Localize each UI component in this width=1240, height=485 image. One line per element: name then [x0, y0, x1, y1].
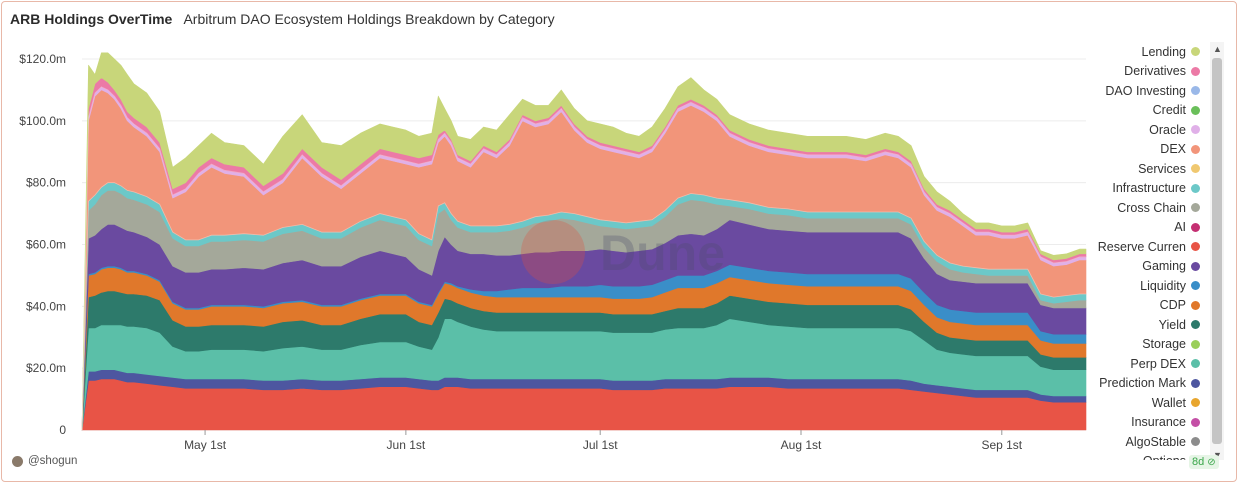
chart-title: ARB Holdings OverTime	[10, 11, 173, 27]
legend-label: DAO Investing	[1105, 83, 1186, 98]
legend-label: Insurance	[1131, 415, 1186, 430]
legend-label: Wallet	[1151, 395, 1186, 410]
legend-swatch	[1191, 105, 1200, 115]
y-tick-label: $120.0m	[19, 52, 66, 66]
legend-label: Gaming	[1142, 259, 1186, 274]
band-seam	[81, 86, 1086, 431]
legend-swatch	[1191, 222, 1200, 232]
author-name[interactable]: @shogun	[28, 455, 78, 467]
legend-label: AI	[1174, 220, 1186, 235]
legend-item-cdp[interactable]: CDP	[1160, 296, 1200, 316]
x-tick-label: Jun 1st	[387, 438, 426, 452]
legend: Lending Derivatives DAO Investing Credit Ora…	[1088, 42, 1200, 460]
legend-label: Yield	[1158, 317, 1186, 332]
legend-swatch	[1191, 203, 1200, 213]
legend-item-prediction-mark[interactable]: Prediction Mark	[1099, 374, 1200, 394]
chart-subtitle: Arbitrum DAO Ecosystem Holdings Breakdow…	[183, 11, 555, 27]
age-label: 8d	[1192, 456, 1205, 468]
legend-item-infrastructure[interactable]: Infrastructure	[1112, 179, 1200, 199]
legend-item-algostable[interactable]: AlgoStable	[1126, 432, 1200, 452]
scrollbar-thumb[interactable]	[1212, 58, 1222, 444]
y-tick-label: $80.0m	[26, 176, 66, 190]
legend-item-lending[interactable]: Lending	[1141, 42, 1200, 62]
legend-item-dex[interactable]: DEX	[1160, 140, 1200, 160]
legend-item-derivatives[interactable]: Derivatives	[1124, 62, 1200, 82]
legend-label: CDP	[1159, 298, 1186, 313]
freshness-badge: 8d ⊘	[1189, 455, 1219, 469]
x-tick-label: Sep 1st	[981, 438, 1022, 452]
y-tick-label: $60.0m	[26, 238, 66, 252]
legend-swatch	[1191, 164, 1200, 174]
legend-label: Oracle	[1149, 122, 1186, 137]
legend-swatch	[1191, 320, 1200, 330]
legend-label: Cross Chain	[1117, 200, 1186, 215]
band-seam	[81, 182, 1086, 431]
legend-label: Liquidity	[1140, 278, 1186, 293]
legend-item-yield[interactable]: Yield	[1159, 315, 1200, 335]
legend-swatch	[1191, 417, 1200, 427]
legend-swatch	[1191, 183, 1200, 193]
legend-swatch	[1191, 359, 1200, 369]
legend-item-ai[interactable]: AI	[1174, 218, 1200, 238]
watermark-text: Dune	[600, 225, 725, 281]
legend-label: Reserve Curren	[1097, 239, 1186, 254]
legend-item-oracle[interactable]: Oracle	[1149, 120, 1200, 140]
legend-label: Infrastructure	[1112, 181, 1186, 196]
legend-swatch	[1191, 339, 1200, 349]
legend-swatch	[1191, 300, 1200, 310]
legend-label: Credit	[1152, 103, 1186, 118]
legend-item-perp-dex[interactable]: Perp DEX	[1130, 354, 1200, 374]
legend-swatch	[1191, 66, 1200, 76]
legend-item-services[interactable]: Services	[1138, 159, 1200, 179]
legend-swatch	[1191, 398, 1200, 408]
legend-item-credit[interactable]: Credit	[1153, 101, 1200, 121]
watermark-logo	[521, 220, 585, 284]
chart-header: ARB Holdings OverTime Arbitrum DAO Ecosy…	[10, 11, 555, 27]
legend-label: Prediction Mark	[1099, 376, 1186, 391]
y-tick-label: 0	[59, 423, 66, 437]
scroll-up-icon[interactable]: ▲	[1213, 44, 1222, 54]
legend-swatch	[1191, 437, 1200, 447]
legend-swatch	[1191, 261, 1200, 271]
x-tick-label: Aug 1st	[781, 438, 822, 452]
dune-watermark: Dune	[521, 220, 725, 284]
legend-item-insurance[interactable]: Insurance	[1131, 413, 1200, 433]
legend-swatch	[1191, 378, 1200, 388]
author-credit[interactable]: @shogun	[12, 455, 77, 467]
check-circle-icon: ⊘	[1207, 456, 1216, 468]
y-tick-label: $100.0m	[19, 114, 66, 128]
legend-label: Storage	[1142, 337, 1186, 352]
y-tick-label: $40.0m	[26, 299, 66, 313]
legend-item-storage[interactable]: Storage	[1142, 335, 1200, 355]
area-lending[interactable]	[81, 52, 1087, 431]
avatar	[12, 455, 23, 467]
legend-scrollbar[interactable]: ▲ ▼	[1210, 42, 1224, 460]
legend-label: Derivatives	[1124, 64, 1186, 79]
legend-item-dao-investing[interactable]: DAO Investing	[1105, 81, 1200, 101]
legend-label: Options	[1143, 454, 1186, 460]
legend-swatch	[1191, 281, 1200, 291]
legend-item-liquidity[interactable]: Liquidity	[1140, 276, 1200, 296]
y-tick-label: $20.0m	[26, 361, 66, 375]
legend-label: Services	[1138, 161, 1186, 176]
legend-swatch	[1191, 47, 1200, 57]
x-tick-label: Jul 1st	[583, 438, 618, 452]
x-tick-label: May 1st	[184, 438, 227, 452]
legend-label: Lending	[1141, 44, 1187, 59]
legend-swatch	[1191, 144, 1200, 154]
legend-item-wallet[interactable]: Wallet	[1152, 393, 1200, 413]
legend-label: DEX	[1160, 142, 1186, 157]
legend-item-cross-chain[interactable]: Cross Chain	[1117, 198, 1200, 218]
legend-swatch	[1191, 125, 1200, 135]
legend-item-gaming[interactable]: Gaming	[1142, 257, 1200, 277]
legend-swatch	[1191, 86, 1200, 96]
legend-item-reserve-curren[interactable]: Reserve Curren	[1098, 237, 1200, 257]
legend-swatch	[1191, 242, 1200, 252]
legend-label: Perp DEX	[1130, 356, 1186, 371]
legend-label: AlgoStable	[1125, 434, 1186, 449]
